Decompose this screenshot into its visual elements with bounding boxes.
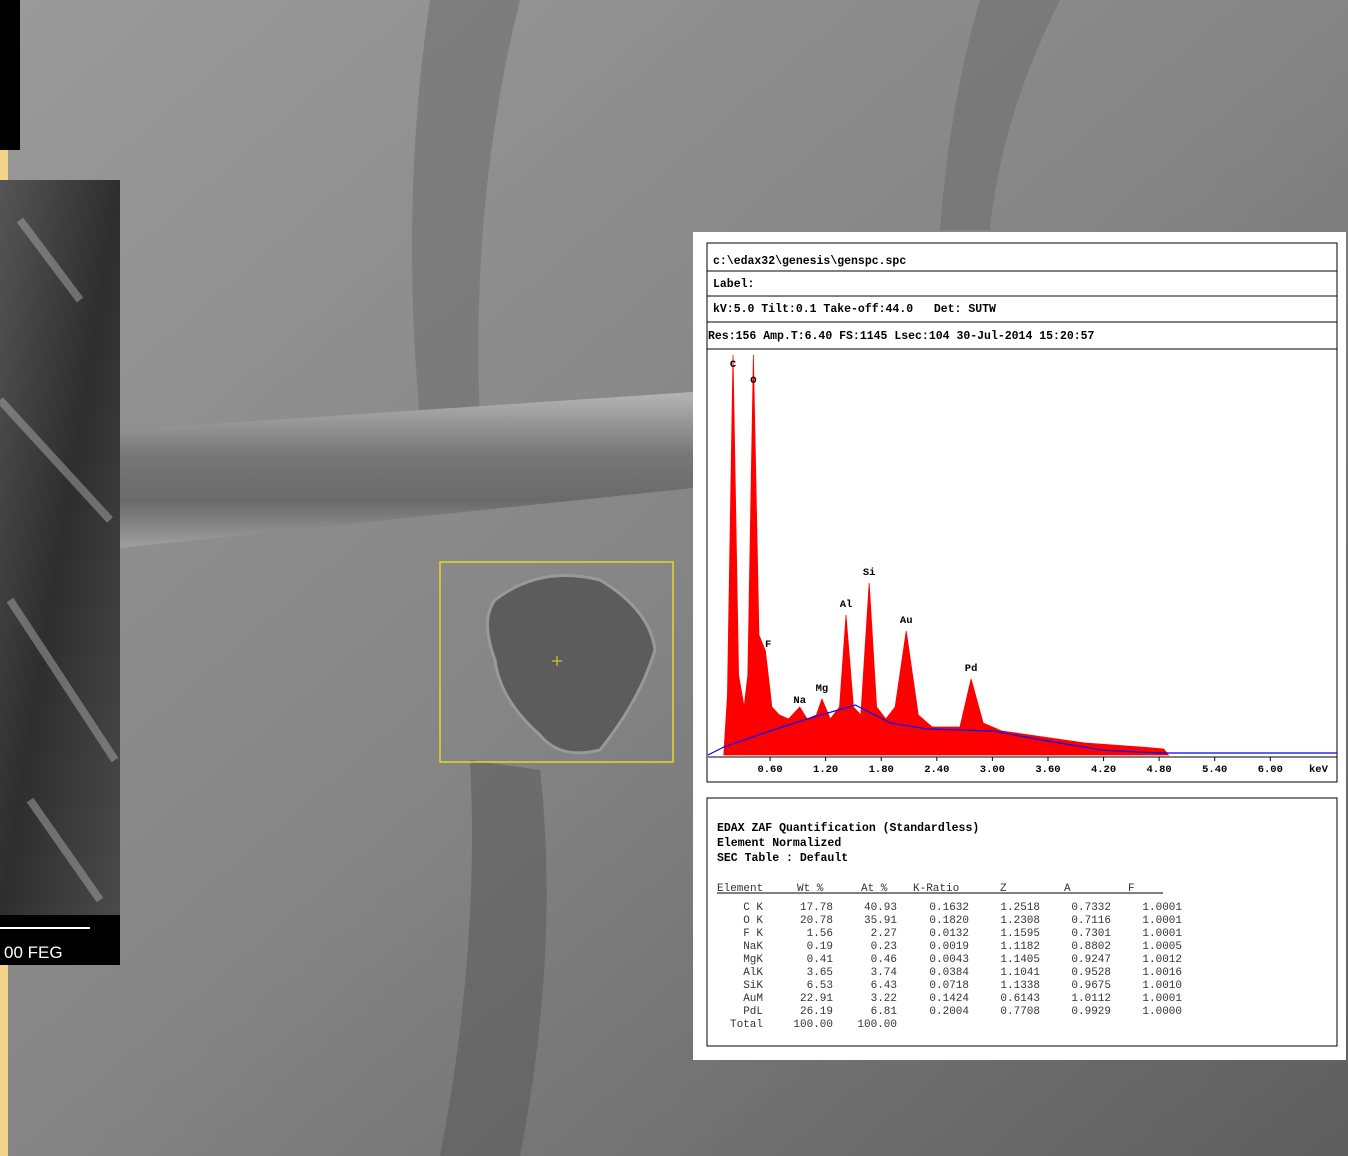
cell: O K (743, 915, 763, 927)
x-tick-label: 0.60 (757, 764, 782, 776)
cell: F K (743, 928, 763, 940)
cell: PdL (743, 1006, 763, 1018)
cell: 6.53 (807, 980, 833, 992)
cell: 3.65 (807, 967, 833, 979)
peak-label: C (730, 359, 737, 371)
cell: 0.2004 (929, 1006, 969, 1018)
settings-line: Res:156 Amp.T:6.40 FS:1145 Lsec:104 30-J… (708, 330, 1095, 343)
cell: 1.0005 (1142, 941, 1182, 953)
x-tick-label: 6.00 (1258, 764, 1283, 776)
cell: 0.0718 (929, 980, 969, 992)
x-tick-label: 4.20 (1091, 764, 1116, 776)
cell: 0.1424 (929, 993, 969, 1005)
x-unit: keV (1309, 764, 1329, 776)
cell: AlK (743, 967, 763, 979)
cell: 1.0012 (1142, 954, 1182, 966)
cell: 0.46 (871, 954, 897, 966)
peak-label: Mg (816, 683, 829, 695)
inset-image (0, 180, 120, 915)
scale-label: 00 FEG (4, 943, 63, 962)
cell: 22.91 (800, 993, 833, 1005)
cell: AuM (743, 993, 763, 1005)
cell: 0.0043 (929, 954, 969, 966)
cell: 1.0001 (1142, 915, 1182, 927)
peak-label: Pd (965, 663, 978, 675)
cell: 0.7708 (1000, 1006, 1040, 1018)
cell: 1.0001 (1142, 928, 1182, 940)
x-tick-label: 2.40 (924, 764, 949, 776)
cell: 0.9929 (1071, 1006, 1111, 1018)
cell: 6.81 (871, 1006, 898, 1018)
settings-line: kV:5.0 Tilt:0.1 Take-off:44.0 Det: SUTW (713, 303, 996, 316)
x-tick-label: 4.80 (1147, 764, 1172, 776)
x-tick-label: 5.40 (1202, 764, 1227, 776)
cell: 0.0384 (929, 967, 969, 979)
cell: 0.9528 (1071, 967, 1111, 979)
cell: 6.43 (871, 980, 897, 992)
x-tick-label: 1.80 (869, 764, 894, 776)
x-tick-label: 3.00 (980, 764, 1005, 776)
cell: 2.27 (871, 928, 897, 940)
cell: 1.56 (807, 928, 833, 940)
cell: 0.6143 (1000, 993, 1040, 1005)
cell: 1.0010 (1142, 980, 1182, 992)
cell: Total (730, 1019, 763, 1031)
cell: 0.7332 (1071, 902, 1111, 914)
cell: 0.7116 (1071, 915, 1111, 927)
cell: 1.2308 (1000, 915, 1040, 927)
cell: SiK (743, 980, 763, 992)
page: 00 FEG c:\edax32\genesis\genspc.spc Labe… (0, 0, 1348, 1156)
cell: 1.0001 (1142, 993, 1182, 1005)
cell: 0.9675 (1071, 980, 1111, 992)
cell: 1.1595 (1000, 928, 1040, 940)
figure: 00 FEG c:\edax32\genesis\genspc.spc Labe… (0, 0, 1348, 1156)
cell: 0.0132 (929, 928, 969, 940)
cell: 100.00 (857, 1019, 897, 1031)
cell: 1.1405 (1000, 954, 1040, 966)
quant-title: SEC Table : Default (717, 852, 848, 865)
cell: 1.0112 (1071, 993, 1111, 1005)
cell: 0.7301 (1071, 928, 1111, 940)
dark-corner (0, 0, 20, 150)
cell: 0.41 (807, 954, 834, 966)
peak-label: Al (840, 599, 853, 611)
file-path: c:\edax32\genesis\genspc.spc (713, 255, 906, 268)
cell: 0.0019 (929, 941, 969, 953)
label-line: Label: (713, 278, 754, 291)
cell: MgK (743, 954, 763, 966)
cell: 1.0016 (1142, 967, 1182, 979)
x-tick-label: 3.60 (1035, 764, 1060, 776)
cell: 1.2518 (1000, 902, 1040, 914)
cell: 0.23 (871, 941, 897, 953)
peak-label: O (750, 375, 756, 387)
cell: 35.91 (864, 915, 897, 927)
cell: 3.74 (871, 967, 898, 979)
quant-title: Element Normalized (717, 837, 841, 850)
cell: 1.0001 (1142, 902, 1182, 914)
cell: 3.22 (871, 993, 897, 1005)
cell: 1.0000 (1142, 1006, 1182, 1018)
x-tick-label: 1.20 (813, 764, 838, 776)
cell: 0.19 (807, 941, 833, 953)
cell: 17.78 (800, 902, 833, 914)
peak-label: Au (900, 615, 913, 627)
cell: C K (743, 902, 763, 914)
peak-label: Si (863, 567, 876, 579)
quant-title: EDAX ZAF Quantification (Standardless) (717, 822, 979, 835)
cell: 1.1338 (1000, 980, 1040, 992)
cell: 0.8802 (1071, 941, 1111, 953)
cell: 0.1632 (929, 902, 969, 914)
cell: 0.9247 (1071, 954, 1111, 966)
cell: 0.1820 (929, 915, 969, 927)
cell: 40.93 (864, 902, 897, 914)
cell: NaK (743, 941, 763, 953)
peak-label: F (765, 639, 771, 651)
peak-label: Na (793, 695, 806, 707)
cell: 100.00 (793, 1019, 833, 1031)
cell: 26.19 (800, 1006, 833, 1018)
cell: 1.1182 (1000, 941, 1040, 953)
cell: 1.1041 (1000, 967, 1040, 979)
cell: 20.78 (800, 915, 833, 927)
